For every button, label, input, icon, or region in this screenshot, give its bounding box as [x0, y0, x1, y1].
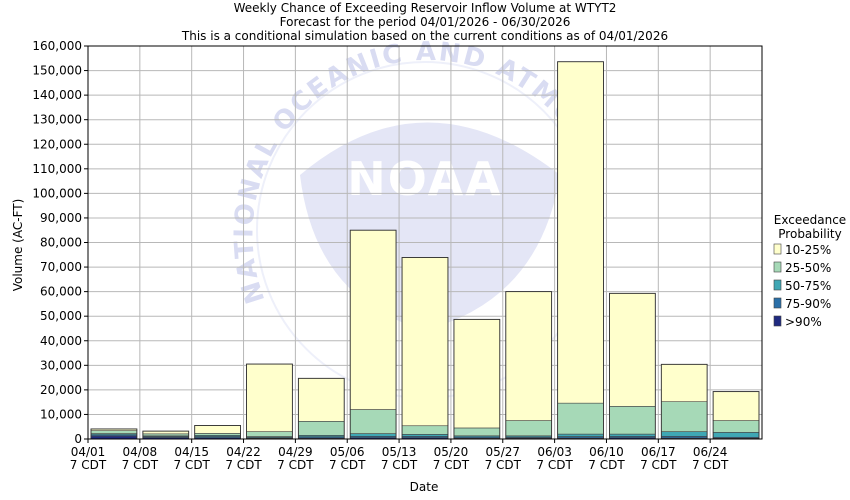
y-tick-label: 90,000 — [40, 211, 82, 225]
bar-segment — [90, 430, 138, 434]
bar-segment — [401, 257, 449, 427]
bar-segment — [609, 293, 656, 407]
bar-segment — [712, 391, 760, 421]
y-tick-label: 150,000 — [32, 64, 82, 78]
legend-swatch — [773, 297, 782, 309]
x-tick-label-time: 7 CDT — [173, 458, 210, 472]
y-tick-label: 20,000 — [40, 383, 82, 397]
x-tick-label-date: 05/13 — [382, 445, 417, 459]
y-tick-label: 30,000 — [40, 358, 82, 372]
bar-segment — [246, 431, 293, 437]
y-tick-label: 10,000 — [40, 407, 82, 421]
chart-title-line-2: Forecast for the period 04/01/2026 - 06/… — [280, 15, 571, 29]
x-tick-label-date: 06/17 — [641, 445, 676, 459]
bar-segment — [557, 61, 604, 404]
legend-title-line-1: Exceedance — [774, 213, 846, 227]
axis-layer: 0 10,000 20,000 30,000 40,000 50,000 60,000 70,… — [32, 39, 763, 472]
bar-segment — [453, 319, 501, 429]
bar-segment — [712, 420, 760, 433]
bar-segment — [401, 425, 449, 435]
bar-segment — [557, 402, 604, 435]
legend-label: >90% — [785, 315, 822, 329]
x-tick-label-time: 7 CDT — [433, 458, 470, 472]
x-tick-label-date: 06/24 — [693, 445, 728, 459]
bar-segment — [609, 433, 656, 437]
x-tick-label-time: 7 CDT — [70, 458, 107, 472]
x-tick-label-time: 7 CDT — [122, 458, 159, 472]
legend-swatch — [773, 315, 782, 327]
y-tick-label: 130,000 — [32, 113, 82, 127]
legend-title-line-2: Probability — [778, 227, 841, 241]
chart-title-line-1: Weekly Chance of Exceeding Reservoir Inf… — [234, 1, 617, 15]
x-tick-label-date: 04/22 — [226, 445, 261, 459]
x-tick-label-date: 06/03 — [537, 445, 572, 459]
bar-segment — [298, 378, 345, 422]
x-tick-label-time: 7 CDT — [588, 458, 625, 472]
y-tick-label: 120,000 — [32, 137, 82, 151]
legend-swatch — [773, 279, 782, 291]
y-tick-label: 100,000 — [32, 186, 82, 200]
bar-segment — [453, 427, 501, 437]
watermark-center-text: NOAA — [347, 152, 503, 206]
x-tick-label-time: 7 CDT — [277, 458, 314, 472]
bar-segment — [349, 229, 397, 410]
x-axis-title: Date — [410, 480, 439, 494]
legend: Exceedance Probability 10-25% 25-50% 50-75… — [773, 213, 846, 329]
chart-title-line-3: This is a conditional simulation based o… — [181, 29, 668, 43]
bar-segment — [349, 433, 397, 437]
x-tick-label-date: 04/01 — [71, 445, 106, 459]
x-tick-label-date: 05/20 — [434, 445, 469, 459]
x-tick-label-time: 7 CDT — [692, 458, 729, 472]
bar-segment — [661, 364, 708, 402]
bar-segment — [557, 433, 604, 437]
y-axis-title: Volume (AC-FT) — [11, 199, 25, 292]
legend-items: 10-25% 25-50% 50-75% 75-90% >90% — [773, 243, 831, 329]
x-tick-label-time: 7 CDT — [329, 458, 366, 472]
bar-segment — [505, 291, 552, 421]
x-tick-label-time: 7 CDT — [225, 458, 262, 472]
bar-segment — [349, 409, 397, 434]
x-tick-label-time: 7 CDT — [536, 458, 573, 472]
x-tick-label-time: 7 CDT — [640, 458, 677, 472]
legend-label: 25-50% — [785, 261, 831, 275]
bar-segment — [609, 406, 656, 435]
bar-segment — [298, 421, 345, 436]
legend-label: 75-90% — [785, 297, 831, 311]
x-tick-label-date: 05/27 — [485, 445, 520, 459]
x-tick-label-date: 05/06 — [330, 445, 365, 459]
y-tick-label: 40,000 — [40, 334, 82, 348]
x-tick-label-time: 7 CDT — [485, 458, 522, 472]
x-tick-label-time: 7 CDT — [381, 458, 418, 472]
bar-segment — [246, 363, 293, 432]
y-tick-label: 140,000 — [32, 88, 82, 102]
y-tick-label: 50,000 — [40, 309, 82, 323]
y-tick-label: 70,000 — [40, 260, 82, 274]
y-tick-label: 110,000 — [32, 162, 82, 176]
bar-segment — [661, 401, 708, 432]
legend-swatch — [773, 261, 782, 273]
bar-segment — [194, 425, 241, 434]
bar-segment — [505, 420, 552, 437]
x-tick-label-date: 06/10 — [589, 445, 624, 459]
x-tick-label-date: 04/29 — [278, 445, 313, 459]
y-tick-label: 0 — [74, 432, 82, 446]
bar-segment — [712, 432, 760, 438]
legend-label: 50-75% — [785, 279, 831, 293]
legend-label: 10-25% — [785, 243, 831, 257]
y-tick-label: 60,000 — [40, 285, 82, 299]
x-tick-label-date: 04/15 — [174, 445, 209, 459]
y-tick-label: 160,000 — [32, 39, 82, 53]
bar-segment — [661, 431, 708, 437]
legend-swatch — [773, 243, 782, 255]
x-tick-label-date: 04/08 — [123, 445, 158, 459]
plot-frame — [87, 45, 763, 440]
y-tick-label: 80,000 — [40, 236, 82, 250]
